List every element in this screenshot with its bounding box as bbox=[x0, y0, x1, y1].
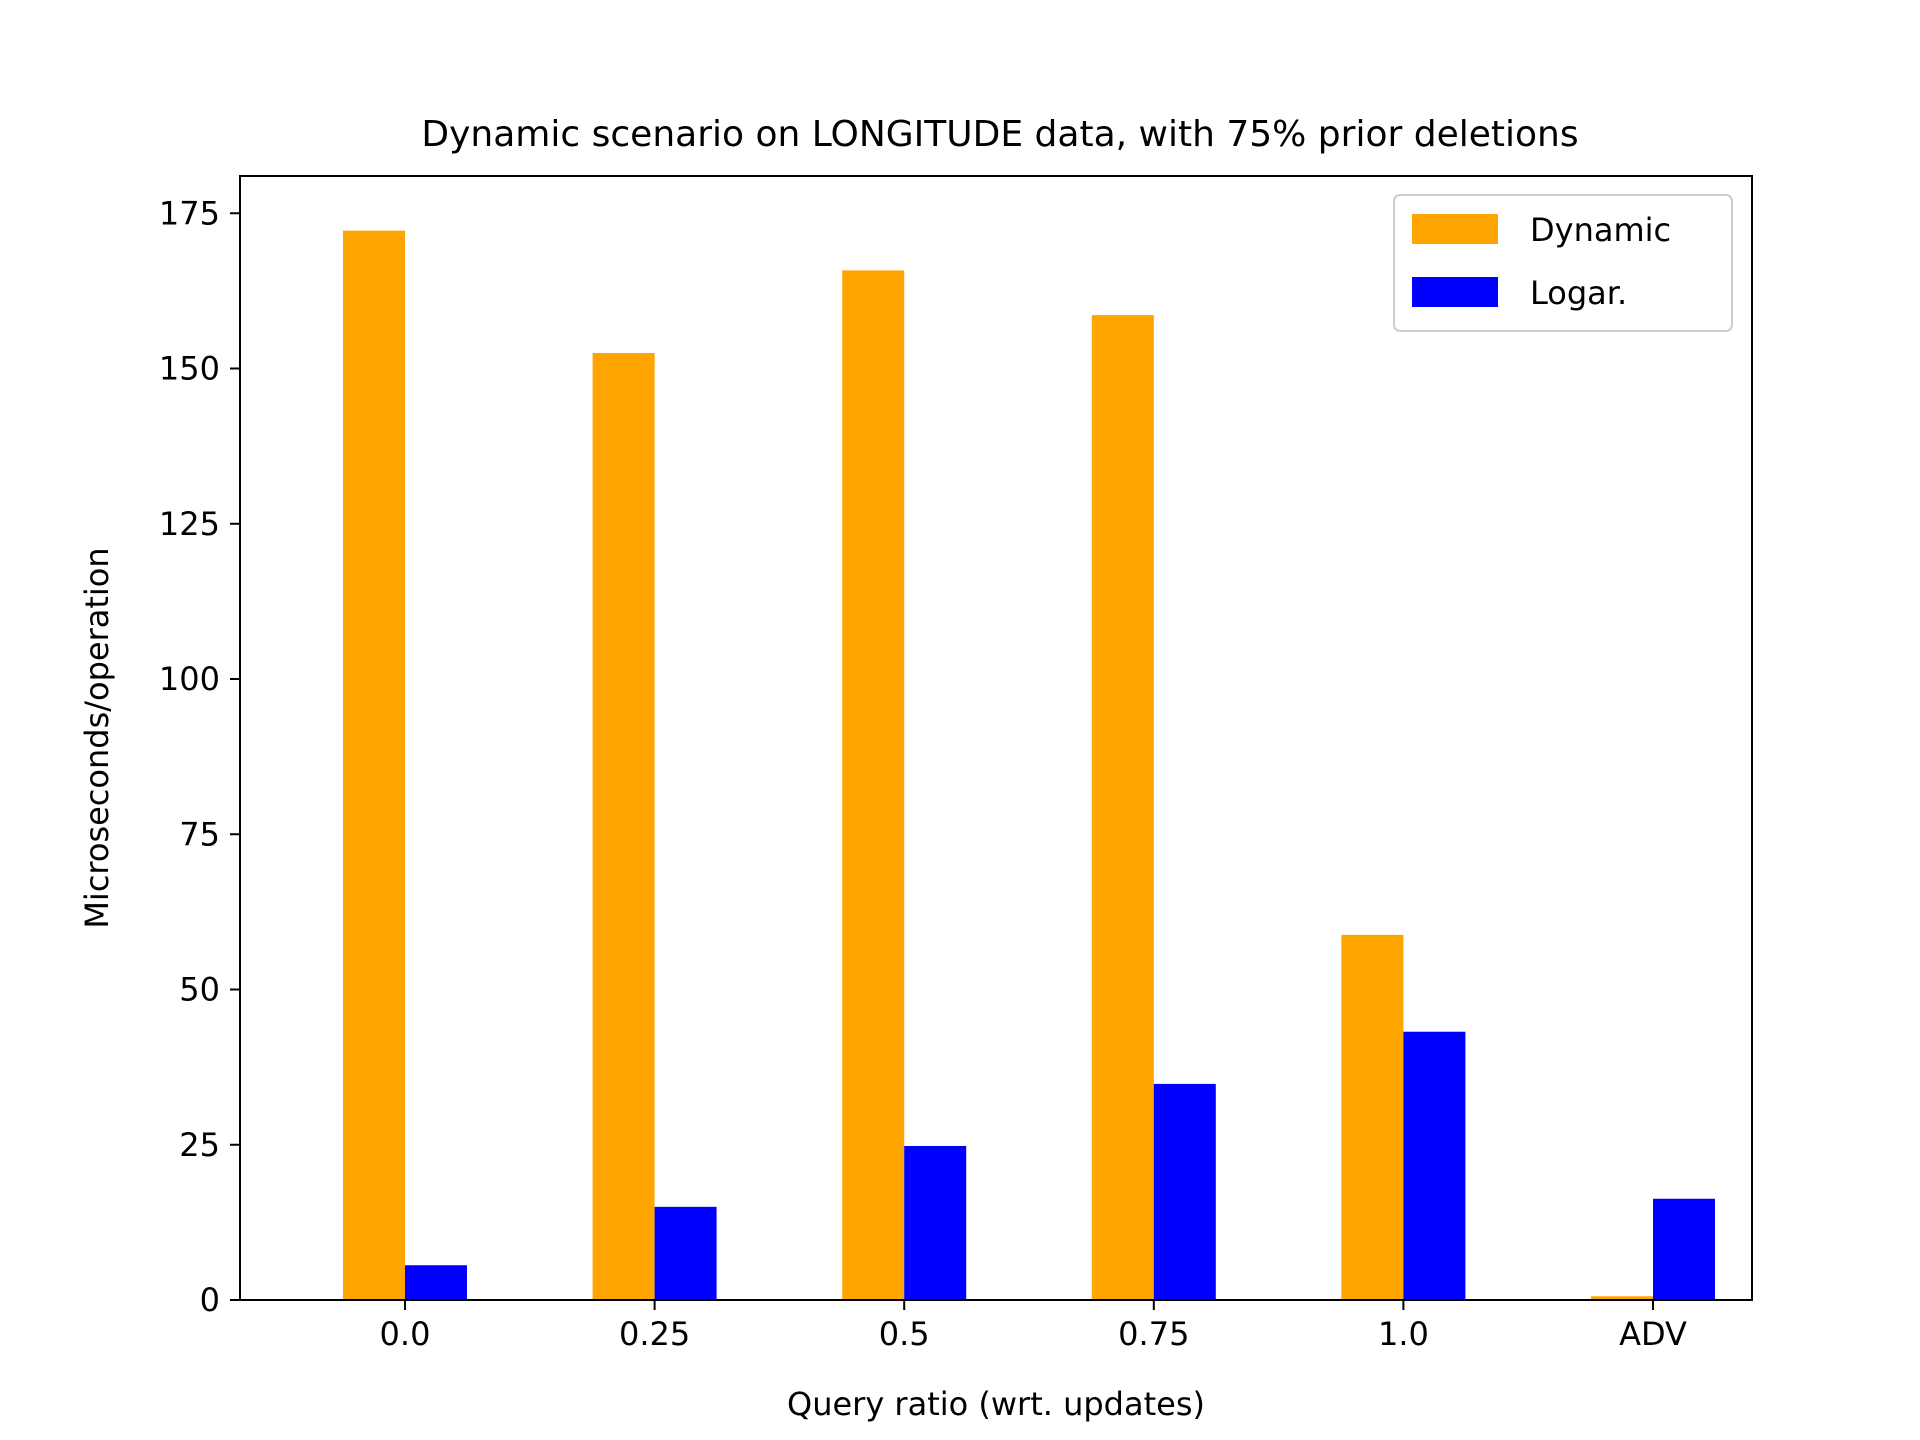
x-tick-label: 0.75 bbox=[1118, 1315, 1189, 1353]
x-tick-label: 0.25 bbox=[619, 1315, 690, 1353]
bar-dynamic-0.75 bbox=[1091, 315, 1154, 1300]
legend-swatch-dynamic bbox=[1412, 214, 1498, 244]
bar-logar-0.5 bbox=[904, 1145, 967, 1300]
y-tick-label: 75 bbox=[179, 815, 220, 853]
bar-logar-0.75 bbox=[1153, 1083, 1216, 1300]
bar-logar-0.0 bbox=[405, 1265, 467, 1300]
y-tick-label: 50 bbox=[179, 971, 220, 1009]
bar-logar-1.0 bbox=[1403, 1031, 1466, 1300]
y-tick-label: 175 bbox=[159, 194, 220, 232]
legend-swatch-logar bbox=[1412, 277, 1498, 307]
bars-layer bbox=[343, 230, 1715, 1301]
y-axis-ticks: 0 25 50 75 100 125 150 175 bbox=[159, 194, 240, 1319]
y-tick-label: 0 bbox=[200, 1281, 220, 1319]
legend-label: Dynamic bbox=[1530, 211, 1671, 249]
y-tick-label: 125 bbox=[159, 505, 220, 543]
x-axis-ticks: 0.0 0.25 0.5 0.75 1.0 ADV bbox=[380, 1300, 1687, 1353]
x-tick-label: 0.0 bbox=[380, 1315, 431, 1353]
chart-title: Dynamic scenario on LONGITUDE data, with… bbox=[421, 114, 1578, 155]
bar-dynamic-ADV bbox=[1591, 1296, 1653, 1300]
bar-dynamic-1.0 bbox=[1341, 934, 1404, 1300]
x-tick-label: 1.0 bbox=[1378, 1315, 1429, 1353]
y-tick-label: 25 bbox=[179, 1126, 220, 1164]
bar-logar-0.25 bbox=[654, 1206, 717, 1300]
y-axis-label: Microseconds/operation bbox=[78, 547, 116, 928]
plot-frame bbox=[239, 175, 1753, 1301]
bar-dynamic-0.0 bbox=[343, 230, 405, 1301]
x-tick-label: ADV bbox=[1619, 1315, 1687, 1353]
bar-dynamic-0.5 bbox=[842, 270, 905, 1301]
y-tick-label: 150 bbox=[159, 350, 220, 388]
legend: Dynamic Logar. bbox=[1393, 194, 1733, 332]
x-tick-label: 0.5 bbox=[879, 1315, 930, 1353]
legend-label: Logar. bbox=[1530, 274, 1627, 312]
y-tick-label: 100 bbox=[159, 660, 220, 698]
bar-logar-ADV bbox=[1653, 1198, 1715, 1300]
x-axis-label: Query ratio (wrt. updates) bbox=[787, 1385, 1205, 1423]
bar-dynamic-0.25 bbox=[592, 352, 655, 1301]
